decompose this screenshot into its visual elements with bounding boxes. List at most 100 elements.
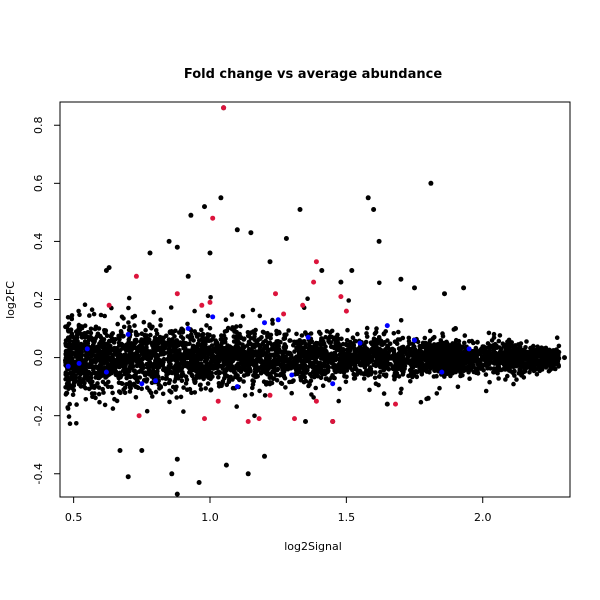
data-point	[496, 338, 502, 344]
data-point	[292, 339, 297, 345]
data-point	[330, 381, 336, 387]
data-point	[180, 372, 186, 378]
data-point	[296, 355, 302, 361]
data-point	[256, 342, 262, 348]
data-point	[381, 391, 387, 396]
data-point	[491, 366, 497, 371]
data-point	[467, 376, 472, 382]
data-point	[378, 369, 383, 375]
data-point	[325, 364, 331, 370]
data-point	[155, 341, 161, 347]
data-point	[234, 404, 239, 409]
data-point	[209, 343, 215, 348]
data-point	[545, 363, 550, 368]
data-point	[422, 342, 428, 348]
data-point	[430, 353, 435, 358]
y-axis-label: log2FC	[4, 281, 17, 319]
data-point	[478, 360, 483, 366]
data-point	[427, 370, 432, 375]
data-point	[392, 357, 397, 363]
data-point	[265, 340, 271, 346]
data-point	[254, 357, 259, 363]
data-point	[466, 346, 472, 352]
data-point	[234, 324, 239, 329]
data-point	[533, 361, 538, 366]
data-point	[336, 341, 341, 346]
data-point	[102, 359, 107, 364]
data-point	[89, 307, 95, 313]
data-point	[283, 363, 289, 369]
data-point	[132, 374, 138, 379]
data-point	[221, 370, 227, 375]
data-point	[281, 311, 287, 317]
data-point	[189, 348, 195, 353]
data-point	[406, 373, 411, 379]
data-point	[503, 348, 508, 354]
data-point	[368, 369, 374, 374]
data-point	[409, 350, 414, 356]
data-point	[154, 331, 160, 337]
data-point	[101, 352, 106, 358]
data-point	[117, 364, 122, 370]
data-point	[344, 350, 350, 356]
data-point	[148, 340, 154, 346]
data-point	[102, 313, 107, 319]
data-point	[302, 357, 308, 362]
data-point	[179, 341, 184, 347]
data-point	[376, 382, 381, 388]
data-point	[521, 375, 527, 380]
data-point	[97, 363, 102, 369]
data-point	[202, 367, 208, 372]
data-point	[429, 360, 435, 365]
plot-frame	[59, 101, 571, 498]
data-point	[343, 308, 349, 314]
data-point	[448, 361, 454, 367]
data-point	[214, 340, 220, 345]
data-point	[112, 396, 117, 402]
data-point	[495, 370, 500, 376]
data-point	[141, 341, 146, 346]
y-axis: -0.4 -0.2 0.0 0.2 0.4 0.6 0.8	[32, 116, 61, 484]
data-point	[84, 346, 90, 352]
data-point	[229, 312, 235, 317]
data-point	[377, 374, 382, 379]
data-point	[270, 317, 275, 323]
data-point	[128, 374, 133, 380]
data-point	[362, 365, 368, 370]
data-point	[235, 353, 240, 358]
data-point	[166, 363, 172, 369]
data-point	[79, 325, 85, 331]
data-point	[283, 385, 288, 390]
data-point	[96, 347, 101, 352]
data-point	[552, 353, 558, 359]
data-point	[141, 319, 147, 325]
data-point	[270, 321, 275, 326]
data-point	[313, 385, 319, 391]
data-point	[71, 383, 77, 389]
data-point	[237, 377, 242, 383]
data-point	[241, 373, 247, 378]
data-point	[202, 416, 207, 422]
data-point	[144, 377, 150, 382]
data-point	[93, 336, 98, 341]
data-point	[171, 344, 176, 349]
data-point	[444, 340, 450, 346]
data-point	[255, 365, 261, 371]
data-point	[121, 324, 127, 330]
data-point	[210, 314, 216, 320]
data-point	[415, 339, 421, 345]
data-point	[398, 318, 404, 323]
data-point	[406, 339, 412, 344]
data-point	[527, 370, 532, 375]
x-tick-label: 1.0	[201, 511, 219, 524]
data-point	[83, 332, 88, 338]
data-point	[379, 342, 384, 347]
data-point	[284, 350, 290, 356]
data-point	[146, 358, 152, 363]
data-point	[219, 337, 225, 343]
data-point	[126, 320, 131, 325]
data-point	[316, 329, 322, 335]
data-point	[129, 361, 134, 367]
data-point	[130, 315, 136, 320]
data-point	[262, 453, 267, 459]
